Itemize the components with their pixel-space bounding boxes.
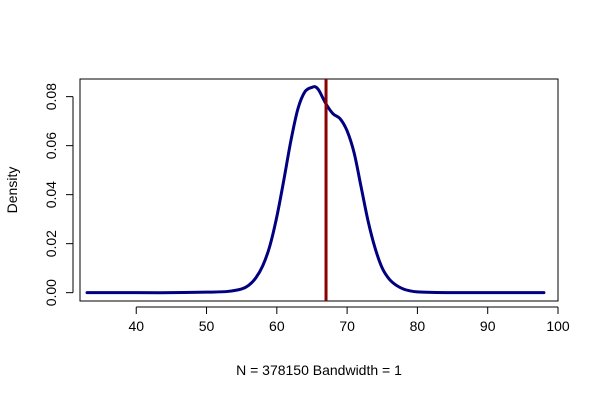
x-axis-label: N = 378150 Bandwidth = 1 bbox=[236, 362, 402, 378]
y-tick-label: 0.02 bbox=[43, 230, 59, 257]
x-tick-label: 90 bbox=[480, 318, 496, 334]
x-tick-label: 40 bbox=[128, 318, 144, 334]
density-curve bbox=[85, 85, 546, 295]
plot-area bbox=[79, 78, 559, 302]
x-tick-label: 50 bbox=[199, 318, 215, 334]
y-tick-label: 0.00 bbox=[43, 279, 59, 306]
x-tick-label: 100 bbox=[546, 318, 570, 334]
x-tick-label: 70 bbox=[339, 318, 355, 334]
y-tick-label: 0.04 bbox=[43, 181, 59, 208]
y-tick-label: 0.06 bbox=[43, 132, 59, 159]
y-tick-label: 0.08 bbox=[43, 83, 59, 110]
x-tick-label: 60 bbox=[269, 318, 285, 334]
x-axis: 40 50 60 70 80 90 100 bbox=[128, 306, 570, 334]
y-axis-label: Density bbox=[4, 167, 20, 214]
plot-frame bbox=[79, 78, 559, 302]
x-tick-label: 80 bbox=[410, 318, 426, 334]
y-axis: 0.00 0.02 0.04 0.06 0.08 bbox=[43, 83, 74, 306]
